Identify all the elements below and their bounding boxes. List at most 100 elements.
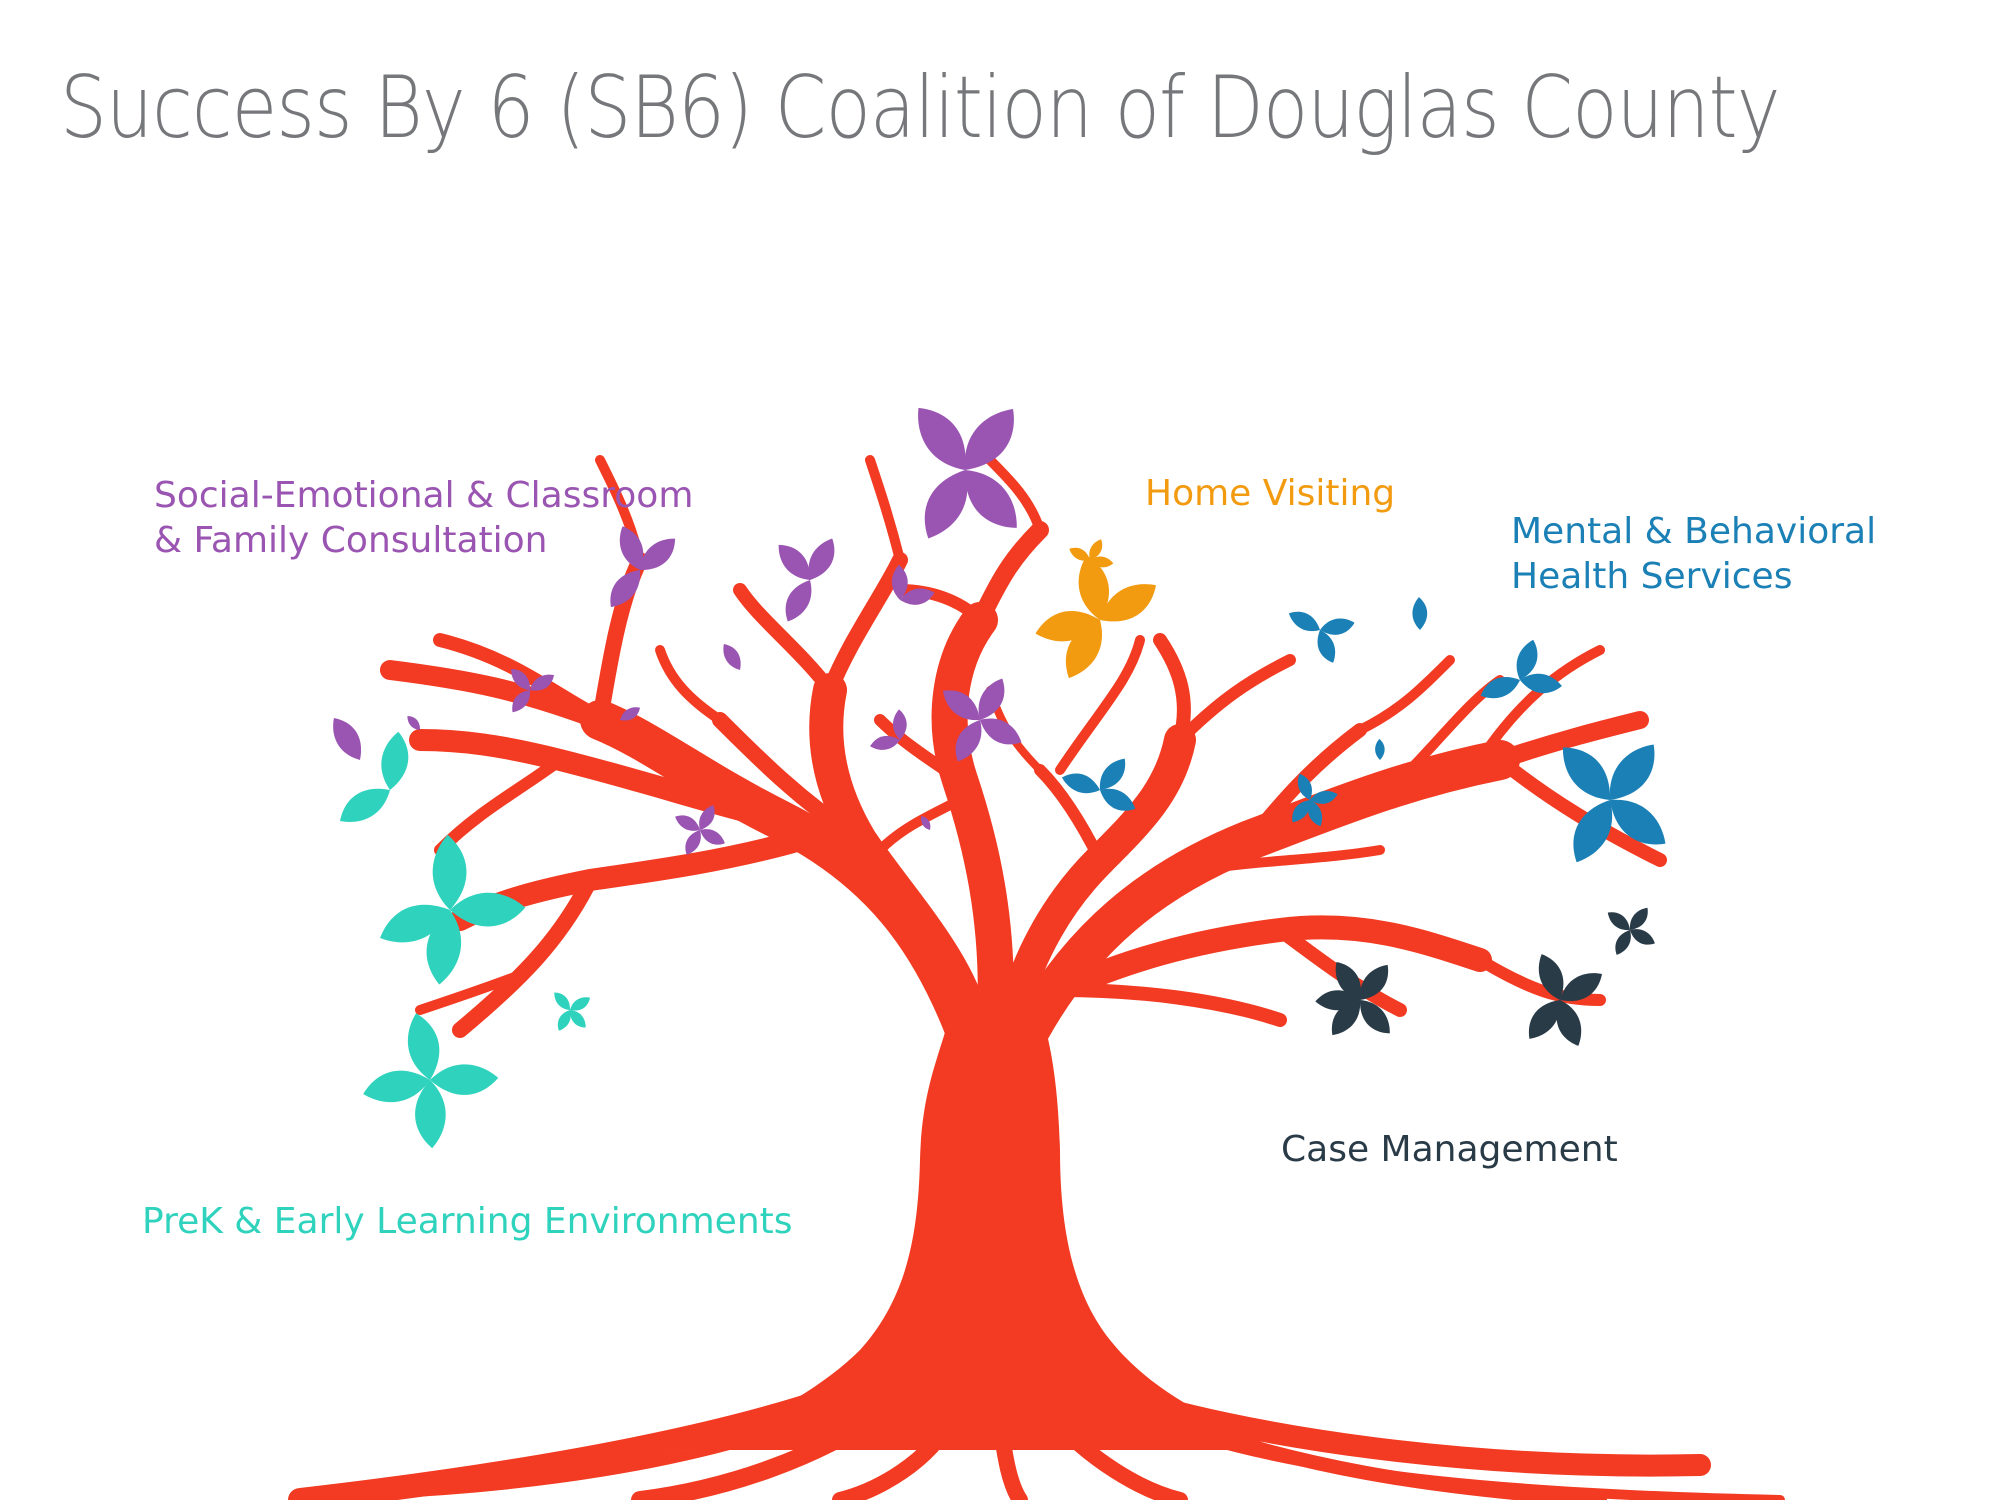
leaf [1078,555,1109,620]
leaf [1630,929,1655,945]
leaf [699,805,715,830]
leaf [530,674,554,691]
leaf [1359,1000,1390,1034]
tree-trunk [700,1003,1280,1450]
leaf [426,910,462,985]
leaf [363,1070,430,1103]
tree-branch [452,872,598,1038]
leaf [450,892,526,927]
leaf [943,690,980,721]
label-social-emotional: Social-Emotional & Classroom & Family Co… [154,473,693,563]
leaf [1310,790,1338,804]
leaf [1099,758,1126,790]
leaf [610,570,641,607]
leaf [685,830,701,855]
leaf [1320,618,1355,635]
leaf [1607,912,1630,931]
label-social-emotional-line-2: & Family Consultation [154,520,548,561]
leaf [620,707,640,721]
leaf [1560,973,1602,1002]
leaf [1288,611,1320,632]
leaf [1061,773,1100,794]
leaf [1035,611,1100,642]
leaf [1528,1000,1561,1039]
leaf [1069,547,1090,561]
leaf [432,834,467,910]
tree-branch [875,795,965,855]
tree-branch [822,552,908,698]
leaf [900,588,935,605]
leaf [570,997,590,1011]
tree-branch [1491,711,1649,769]
leaf [1315,990,1360,1011]
label-prek-line-1: PreK & Early Learning Environments [142,1201,793,1242]
leaf [415,1080,446,1149]
tree-branch [1474,954,1606,1006]
leaf [891,564,908,600]
tree-branch [1355,655,1455,735]
leaf [1317,630,1336,663]
leaf [1629,907,1648,930]
leaf [1100,584,1156,622]
tree-branch [971,521,1049,629]
leaf [381,731,409,790]
leaf [1297,773,1312,800]
tree-branch [415,970,525,1015]
leaf [1610,799,1666,845]
leaf [1335,962,1361,1000]
label-prek: PreK & Early Learning Environments [142,1199,793,1244]
leaf [1538,954,1564,1000]
leaf [1331,1000,1361,1036]
leaf [1359,964,1389,1000]
tree-branch [1174,654,1296,746]
tree-branch [1034,764,1106,866]
tree-branch [874,714,966,786]
leaf [1573,800,1613,863]
leaf [700,829,725,845]
leaf [1609,744,1655,800]
tree-branches [380,455,1667,1050]
leaf [1375,738,1385,760]
leaf [892,709,907,740]
tree-branch [712,712,868,848]
label-case-management-line-1: Case Management [1281,1129,1618,1170]
leaf [340,788,390,823]
leaf [1090,556,1114,568]
tree-branch [1493,753,1667,867]
leaf [640,538,676,571]
leaf [619,526,644,570]
leaf [924,470,968,539]
leaf [808,538,835,580]
leaf [964,470,1017,528]
label-home-visiting: Home Visiting [1145,471,1395,516]
label-mental-health-line-2: Health Services [1511,556,1793,597]
tree-branch [655,645,725,725]
label-social-emotional-line-1: Social-Emotional & Classroom [154,475,694,516]
leaf [1100,788,1136,811]
tree-branch [985,455,1045,535]
leaf [380,904,450,943]
leaf [955,720,982,762]
tree-branch [1053,983,1287,1027]
tree-branch [733,583,837,697]
leaf [1562,747,1611,800]
leaf [978,678,1005,720]
leaf [921,816,931,830]
leaf [1292,800,1311,823]
leaf [333,718,362,760]
tree-branch [1055,635,1145,775]
leaf [512,690,531,713]
leaf [554,992,571,1010]
leaf [1520,673,1562,694]
leaf [778,544,811,580]
leaf [407,1013,440,1080]
tree-branch [865,455,905,565]
leaf [1615,930,1631,955]
leaf [430,1064,499,1095]
label-home-visiting-line-1: Home Visiting [1145,473,1396,514]
leaf [1308,800,1323,827]
leaf [675,815,700,831]
tree-branch [409,729,771,826]
leaf [1480,677,1520,699]
